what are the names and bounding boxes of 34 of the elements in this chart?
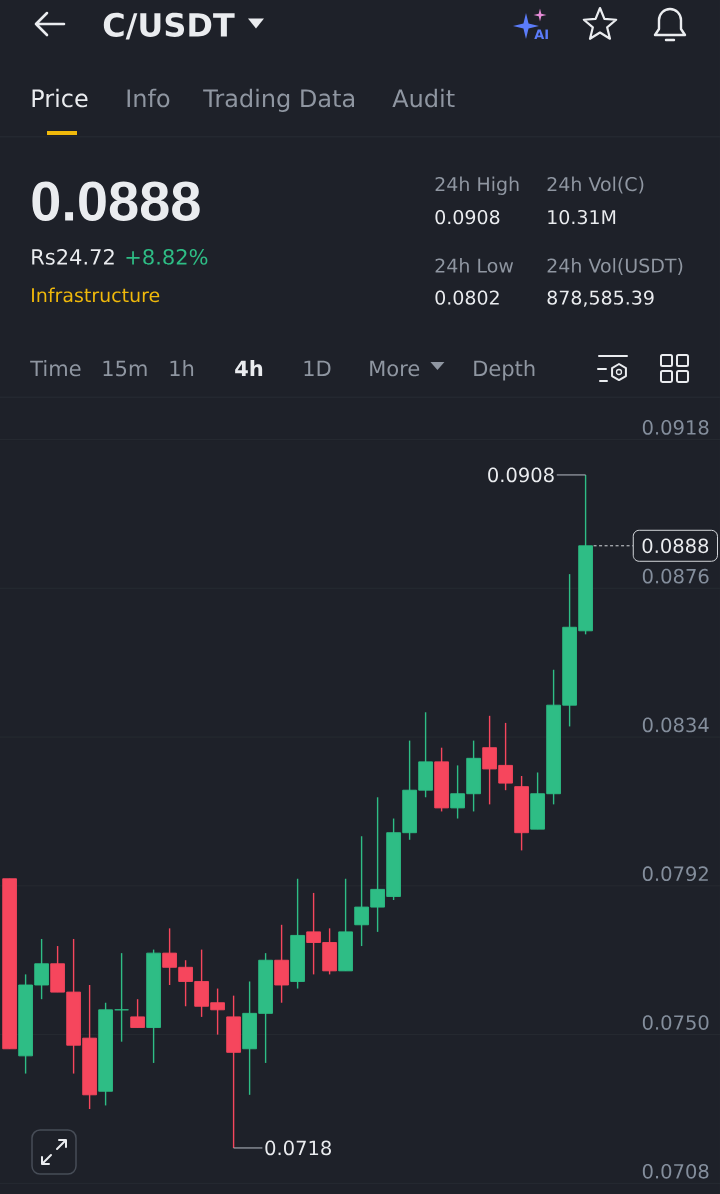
y-tick-label: 0.0834 <box>642 717 709 733</box>
text: Depth <box>474 360 535 381</box>
y-tick-label: 0.0792 <box>642 866 708 882</box>
annotation: 0.0718 <box>265 1140 331 1156</box>
text: 1D <box>304 360 331 377</box>
text: More <box>370 360 420 377</box>
text: 24h Vol(USDT) <box>547 258 683 276</box>
text: 24h Low <box>435 258 514 273</box>
text: Price <box>32 88 88 108</box>
text: Audit <box>392 88 455 108</box>
text: 4h <box>235 360 263 377</box>
text: 0.0908 <box>435 209 500 225</box>
y-tick-label: 0.0750 <box>642 1015 709 1030</box>
text: Info <box>127 88 170 108</box>
text: 0.0888 <box>32 181 200 222</box>
text: 15m <box>103 360 147 377</box>
y-tick-label: 0.0876 <box>642 568 709 584</box>
text: Time <box>30 360 81 377</box>
text: 878,585.39 <box>547 290 654 307</box>
text: AI <box>534 29 548 40</box>
ref-line-label: 0.0888 <box>642 538 709 554</box>
text: Rs24.72 <box>32 248 114 265</box>
text: 10.31M <box>548 209 616 225</box>
text: 24h Vol(C) <box>547 176 644 194</box>
y-tick-label: 0.0918 <box>642 420 709 435</box>
text: 0.0802 <box>435 290 499 305</box>
text: 1h <box>170 360 194 377</box>
y-tick-label: 0.0708 <box>642 1163 709 1179</box>
chart-title: C/USDT <box>103 12 235 40</box>
text: Infrastructure <box>32 287 160 303</box>
text: Trading Data <box>203 88 355 112</box>
text: 24h High <box>435 176 519 195</box>
annotation: 0.0908 <box>488 467 554 483</box>
text: +8.82% <box>126 248 208 265</box>
